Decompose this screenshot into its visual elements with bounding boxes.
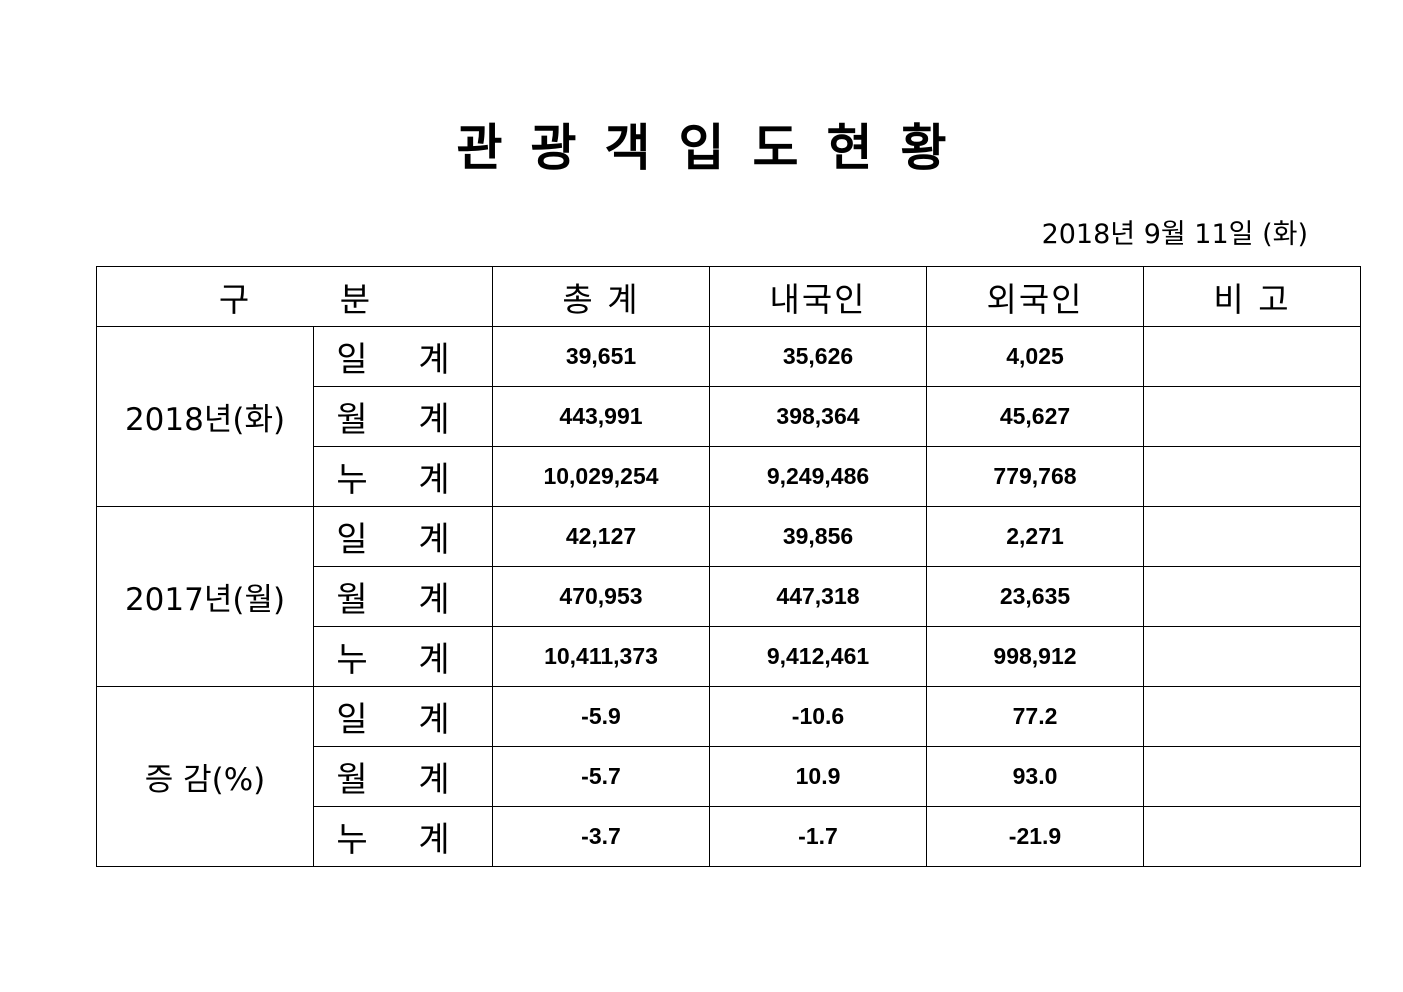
cell-total: 10,411,373 [492, 626, 710, 687]
table-row: 누 계 10,411,373 9,412,461 998,912 [97, 626, 1361, 687]
cell-remarks [1143, 626, 1361, 687]
tourist-arrivals-table: 구 분 총 계 내국인 외국인 비 고 2018년(화) 일 계 39,651 … [96, 266, 1361, 867]
cell-foreign: 77.2 [926, 686, 1144, 747]
table-row: 증 감(%) 일 계 -5.9 -10.6 77.2 [96, 686, 1361, 867]
table-row: 2018년(화) 일 계 39,651 35,626 4,025 [96, 326, 1361, 507]
cell-remarks [1143, 506, 1361, 567]
cell-foreign: 2,271 [926, 506, 1144, 567]
cell-foreign: 45,627 [926, 386, 1144, 447]
cell-remarks [1143, 446, 1361, 507]
table-row: 2017년(월) 일 계 42,127 39,856 2,271 [96, 506, 1361, 687]
row-label: 누 계 [313, 806, 493, 867]
cell-domestic: 39,856 [709, 506, 927, 567]
cell-foreign: 23,635 [926, 566, 1144, 627]
group-label-2018: 2018년(화) [96, 326, 314, 507]
cell-total: 39,651 [492, 326, 710, 387]
header-foreign: 외국인 [926, 266, 1144, 327]
cell-foreign: 779,768 [926, 446, 1144, 507]
row-label: 누 계 [313, 626, 493, 687]
cell-remarks [1143, 806, 1361, 867]
row-label: 월 계 [313, 386, 493, 447]
row-label: 월 계 [313, 746, 493, 807]
cell-domestic: 9,412,461 [709, 626, 927, 687]
cell-total: -3.7 [492, 806, 710, 867]
cell-domestic: -10.6 [709, 686, 927, 747]
cell-total: 470,953 [492, 566, 710, 627]
table-row: 누 계 10,029,254 9,249,486 779,768 [97, 446, 1361, 507]
report-date: 2018년 9월 11일 (화) [1041, 219, 1308, 250]
cell-foreign: 998,912 [926, 626, 1144, 687]
cell-remarks [1143, 746, 1361, 807]
cell-foreign: -21.9 [926, 806, 1144, 867]
group-label-change: 증 감(%) [96, 686, 314, 867]
header-category: 구 분 [96, 266, 493, 327]
table-header-row: 구 분 총 계 내국인 외국인 비 고 [96, 266, 1361, 327]
header-total: 총 계 [492, 266, 710, 327]
row-label: 일 계 [313, 326, 493, 387]
table-row: 누 계 -3.7 -1.7 -21.9 [97, 806, 1361, 867]
cell-domestic: 35,626 [709, 326, 927, 387]
row-label: 누 계 [313, 446, 493, 507]
cell-foreign: 93.0 [926, 746, 1144, 807]
cell-remarks [1143, 326, 1361, 387]
cell-domestic: 9,249,486 [709, 446, 927, 507]
cell-total: -5.7 [492, 746, 710, 807]
cell-total: 443,991 [492, 386, 710, 447]
cell-domestic: 10.9 [709, 746, 927, 807]
table-row: 월 계 -5.7 10.9 93.0 [97, 746, 1361, 807]
table-row: 월 계 470,953 447,318 23,635 [97, 566, 1361, 627]
cell-total: 10,029,254 [492, 446, 710, 507]
cell-foreign: 4,025 [926, 326, 1144, 387]
cell-total: 42,127 [492, 506, 710, 567]
cell-domestic: -1.7 [709, 806, 927, 867]
document-title: 관광객입도현황 [456, 119, 975, 177]
cell-domestic: 447,318 [709, 566, 927, 627]
cell-remarks [1143, 566, 1361, 627]
row-label: 일 계 [313, 686, 493, 747]
row-label: 일 계 [313, 506, 493, 567]
cell-remarks [1143, 386, 1361, 447]
cell-remarks [1143, 686, 1361, 747]
row-label: 월 계 [313, 566, 493, 627]
header-remarks: 비 고 [1143, 266, 1361, 327]
group-label-2017: 2017년(월) [96, 506, 314, 687]
header-domestic: 내국인 [709, 266, 927, 327]
cell-domestic: 398,364 [709, 386, 927, 447]
cell-total: -5.9 [492, 686, 710, 747]
